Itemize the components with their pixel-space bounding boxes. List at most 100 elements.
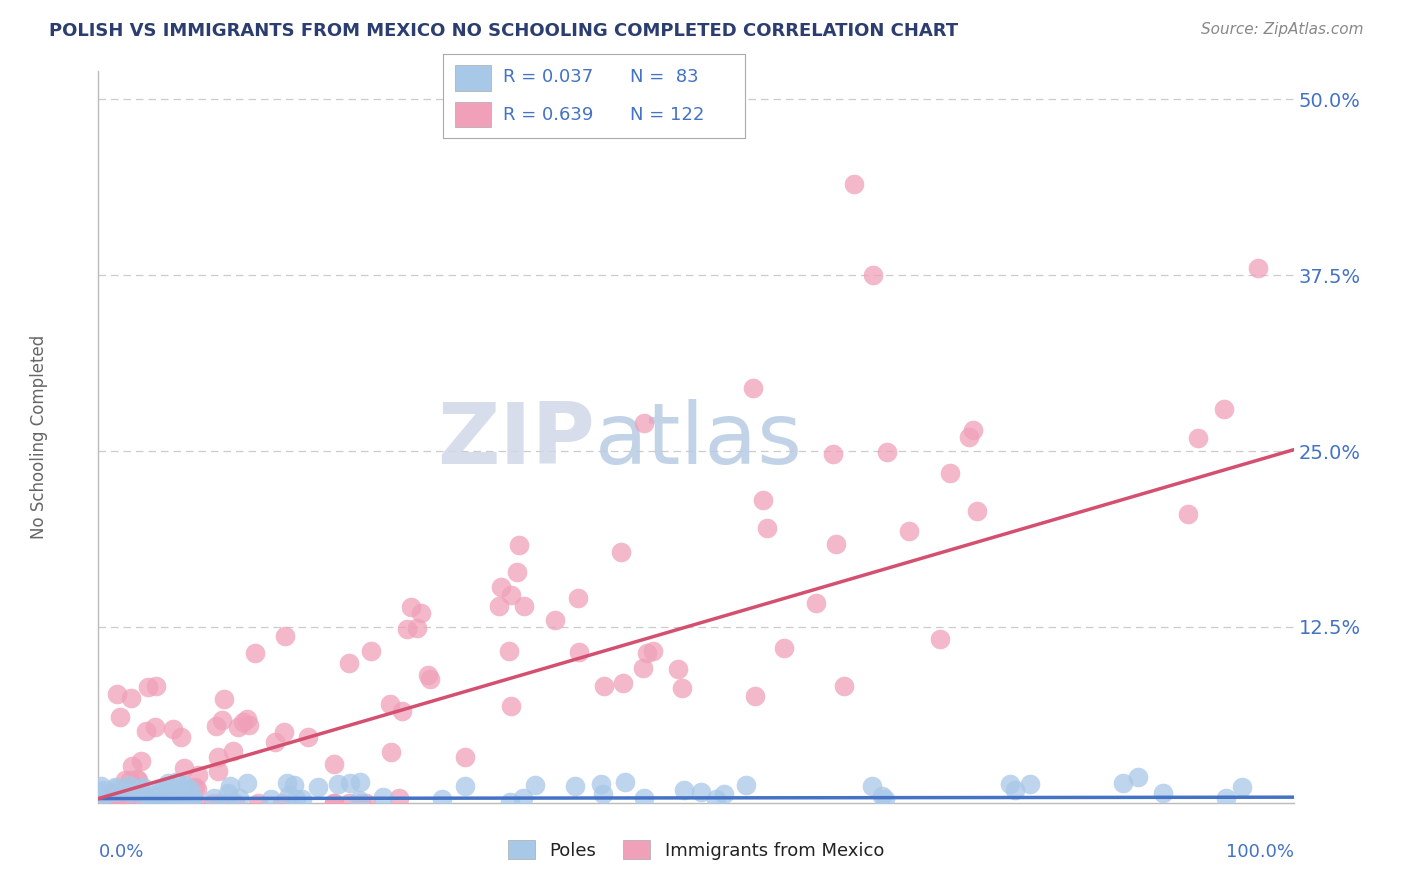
Point [735, 778, 758, 792]
Point [149, 789, 172, 804]
Point [245, 646, 267, 660]
Point [205, 719, 228, 733]
Point [114, 772, 136, 787]
Point [432, 791, 454, 805]
Point [94, 796, 117, 810]
Point [1128, 771, 1150, 785]
Point [1215, 791, 1237, 805]
Point [613, 775, 636, 789]
Point [186, 782, 208, 797]
Point [690, 785, 713, 799]
Point [136, 681, 159, 695]
Point [592, 787, 614, 801]
Point [1247, 261, 1270, 276]
Text: 0.0%: 0.0% [98, 843, 143, 861]
Point [184, 780, 207, 794]
Bar [456, 102, 491, 128]
Point [323, 796, 346, 810]
Point [998, 777, 1021, 791]
Point [159, 790, 181, 805]
Point [671, 681, 693, 696]
Point [172, 796, 194, 810]
Point [187, 768, 209, 782]
Point [90, 779, 112, 793]
Point [132, 790, 155, 805]
Point [162, 722, 184, 736]
Point [152, 781, 174, 796]
Point [184, 796, 207, 810]
Point [183, 789, 205, 804]
Point [156, 791, 179, 805]
Point [501, 698, 523, 713]
Point [1004, 783, 1026, 797]
Point [238, 718, 260, 732]
Text: Source: ZipAtlas.com: Source: ZipAtlas.com [1201, 22, 1364, 37]
Point [409, 606, 432, 620]
Point [132, 780, 155, 794]
Point [1177, 507, 1199, 521]
Point [337, 796, 360, 810]
Point [347, 793, 370, 807]
Point [138, 790, 160, 805]
Point [104, 780, 127, 795]
Point [544, 614, 567, 628]
Point [276, 776, 298, 790]
Point [157, 796, 180, 810]
Text: R = 0.639: R = 0.639 [503, 105, 593, 123]
Point [149, 788, 172, 802]
Point [399, 599, 422, 614]
Point [564, 780, 586, 794]
Point [134, 793, 156, 807]
Point [100, 796, 122, 810]
Point [704, 792, 727, 806]
Point [214, 692, 236, 706]
Point [173, 761, 195, 775]
Point [898, 524, 921, 538]
Point [966, 504, 988, 518]
Point [339, 776, 361, 790]
Point [523, 778, 546, 792]
Point [207, 750, 229, 764]
Point [202, 791, 225, 805]
Point [207, 764, 229, 778]
Point [260, 792, 283, 806]
Point [222, 744, 245, 758]
Text: R = 0.037: R = 0.037 [503, 69, 593, 87]
Point [391, 704, 413, 718]
Point [159, 780, 181, 795]
Legend: Poles, Immigrants from Mexico: Poles, Immigrants from Mexico [501, 833, 891, 867]
Text: N =  83: N = 83 [630, 69, 699, 87]
Point [862, 268, 884, 283]
Point [235, 776, 257, 790]
Point [633, 791, 655, 805]
Point [105, 687, 128, 701]
Point [108, 710, 131, 724]
Point [567, 591, 589, 606]
Point [488, 599, 510, 613]
Point [291, 792, 314, 806]
Point [270, 796, 292, 810]
Point [876, 445, 898, 459]
Point [104, 789, 127, 804]
Point [129, 782, 152, 797]
Point [957, 430, 980, 444]
Text: 100.0%: 100.0% [1226, 843, 1294, 861]
Point [143, 794, 166, 808]
Point [90, 791, 112, 805]
Point [328, 777, 350, 791]
Point [506, 565, 529, 579]
Point [110, 796, 132, 810]
Point [104, 796, 127, 810]
Point [454, 750, 477, 764]
Point [121, 786, 143, 800]
Point [163, 787, 186, 801]
Point [273, 725, 295, 739]
Point [804, 597, 827, 611]
Point [380, 745, 402, 759]
Point [170, 730, 193, 744]
Point [284, 792, 307, 806]
Point [323, 757, 346, 772]
Point [156, 783, 179, 797]
Point [489, 580, 512, 594]
Point [129, 796, 152, 810]
